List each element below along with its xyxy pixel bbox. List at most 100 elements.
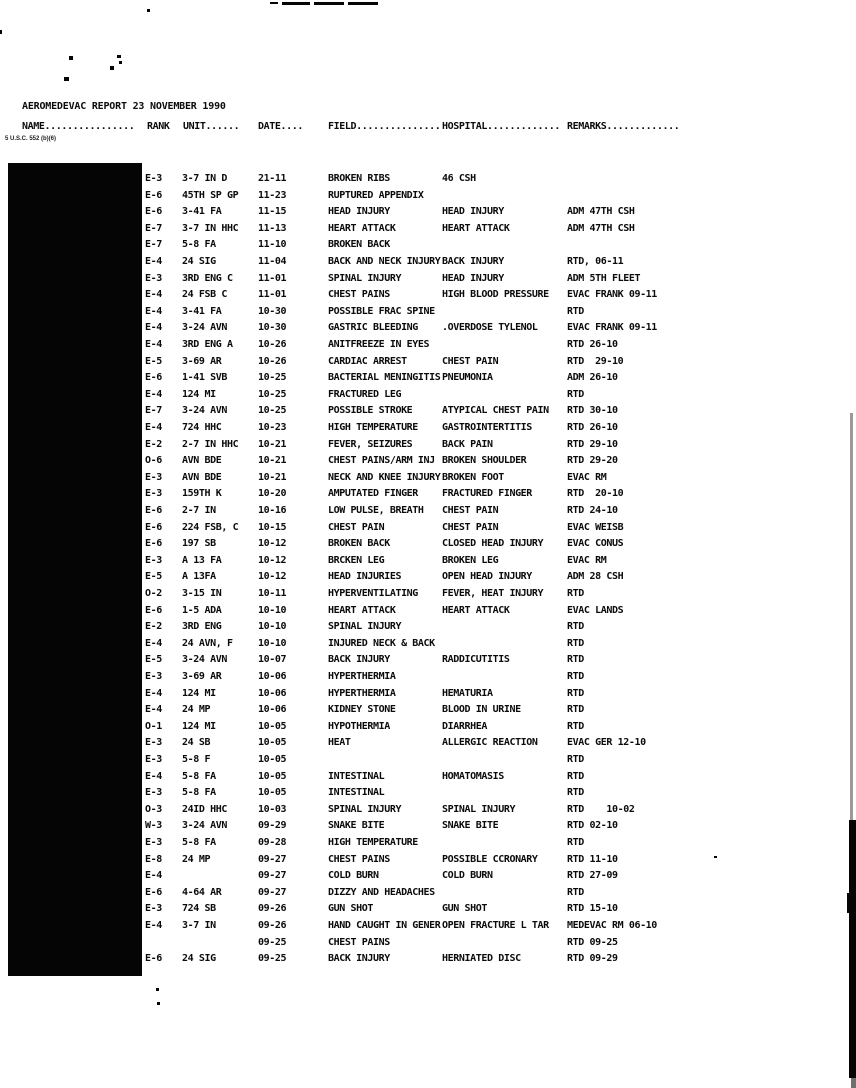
table-row: E-5 A 13FA 10-12 HEAD INJURIES OPEN HEAD… <box>0 571 856 588</box>
cell-hospital: CLOSED HEAD INJURY <box>442 538 544 550</box>
column-header-field: FIELD............... <box>328 121 441 132</box>
cell-remarks: EVAC RM <box>567 471 607 483</box>
cell-rank: E-6 <box>145 953 162 965</box>
cell-remarks: RTD 15-10 <box>567 903 618 915</box>
cell-hospital: FRACTURED FINGER <box>442 488 532 500</box>
cell-remarks: RTD 10-02 <box>567 803 635 815</box>
cell-hospital: BROKEN LEG <box>442 554 499 566</box>
cell-rank: E-4 <box>145 289 162 301</box>
cell-date: 10-10 <box>258 604 287 616</box>
table-row: E-6 1-5 ADA 10-10 HEART ATTACK HEART ATT… <box>0 605 856 622</box>
cell-hospital: CHEST PAIN <box>442 505 499 516</box>
cell-rank: E-3 <box>145 471 162 483</box>
cell-rank: E-3 <box>145 554 162 566</box>
cell-field: COLD BURN <box>328 870 379 882</box>
cell-field: SPINAL INJURY <box>328 621 402 633</box>
table-row: E-4 124 MI 10-06 HYPERTHERMIA HEMATURIA … <box>0 688 856 705</box>
cell-field: HEART ATTACK <box>328 604 396 616</box>
cell-hospital: BLOOD IN URINE <box>442 704 521 716</box>
cell-rank: E-4 <box>145 770 162 782</box>
scan-edge-mark <box>849 820 856 1078</box>
cell-rank: E-7 <box>145 239 162 251</box>
cell-remarks: EVAC FRANK 09-11 <box>567 289 657 301</box>
cell-rank: W-3 <box>145 820 162 832</box>
cell-unit: 3-7 IN <box>182 920 216 931</box>
cell-remarks: RTD <box>567 770 584 782</box>
table-row: O-6 AVN BDE 10-21 CHEST PAINS/ARM INJ BR… <box>0 455 856 472</box>
cell-field: HAND CAUGHT IN GENER <box>328 920 441 931</box>
cell-rank: E-4 <box>145 256 162 267</box>
cell-field: SPINAL INJURY <box>328 803 402 815</box>
cell-remarks: EVAC GER 12-10 <box>567 737 646 749</box>
cell-unit: 3-24 AVN <box>182 654 227 666</box>
cell-hospital: RADDICUTITIS <box>442 654 510 666</box>
table-row: E-4 24 SIG 11-04 BACK AND NECK INJURY BA… <box>0 256 856 273</box>
table-row: E-6 2-7 IN 10-16 LOW PULSE, BREATH CHEST… <box>0 505 856 522</box>
cell-date: 10-10 <box>258 621 287 633</box>
scan-artifact-dot <box>147 9 150 12</box>
cell-date: 10-21 <box>258 471 287 483</box>
cell-unit: 159TH K <box>182 488 222 500</box>
cell-rank: E-4 <box>145 339 162 350</box>
cell-rank: E-6 <box>145 521 162 533</box>
table-row: E-6 224 FSB, C 10-15 CHEST PAIN CHEST PA… <box>0 522 856 539</box>
scan-artifact-dash <box>270 2 278 4</box>
table-row: E-3 724 SB 09-26 GUN SHOT GUN SHOT RTD 1… <box>0 903 856 920</box>
table-row: E-3 3-7 IN D 21-11 BROKEN RIBS 46 CSH <box>0 173 856 190</box>
cell-rank: E-4 <box>145 704 162 716</box>
cell-hospital: GUN SHOT <box>442 903 487 915</box>
cell-remarks: EVAC LANDS <box>567 604 624 616</box>
cell-hospital: PNEUMONIA <box>442 372 493 384</box>
table-row: E-4 24 MP 10-06 KIDNEY STONE BLOOD IN UR… <box>0 704 856 721</box>
cell-hospital: OPEN FRACTURE L TAR <box>442 920 549 931</box>
cell-field: CARDIAC ARREST <box>328 355 407 367</box>
cell-field: INTESTINAL <box>328 787 385 799</box>
cell-unit: 124 MI <box>182 687 216 699</box>
cell-remarks: RTD <box>567 720 584 732</box>
cell-rank: E-2 <box>145 621 162 633</box>
cell-rank: O-1 <box>145 720 162 732</box>
cell-field: HYPOTHERMIA <box>328 720 390 732</box>
cell-date: 10-06 <box>258 671 287 682</box>
column-header-row: NAME................ RANK UNIT...... DAT… <box>0 121 856 135</box>
table-row: E-2 3RD ENG 10-10 SPINAL INJURY RTD <box>0 621 856 638</box>
cell-date: 11-01 <box>258 272 287 284</box>
report-title: AEROMEDEVAC REPORT 23 NOVEMBER 1990 <box>22 101 226 112</box>
cell-rank: E-4 <box>145 388 162 400</box>
table-row: E-4 3-24 AVN 10-30 GASTRIC BLEEDING .OVE… <box>0 322 856 339</box>
cell-hospital: SPINAL INJURY <box>442 803 516 815</box>
cell-unit: 24 MP <box>182 853 211 865</box>
cell-field: HEART ATTACK <box>328 222 396 234</box>
table-row: E-6 24 SIG 09-25 BACK INJURY HERNIATED D… <box>0 953 856 970</box>
cell-field: ANITFREEZE IN EYES <box>328 339 430 350</box>
cell-hospital: BROKEN SHOULDER <box>442 455 527 467</box>
cell-unit: 24 AVN, F <box>182 637 233 649</box>
cell-field: HIGH TEMPERATURE <box>328 422 418 433</box>
table-row: E-4 24 AVN, F 10-10 INJURED NECK & BACK … <box>0 638 856 655</box>
cell-field: BACK AND NECK INJURY <box>328 256 441 267</box>
cell-date: 10-12 <box>258 571 287 583</box>
cell-remarks: RTD <box>567 704 584 716</box>
cell-date: 10-06 <box>258 687 287 699</box>
cell-hospital: HEART ATTACK <box>442 604 510 616</box>
cell-date: 09-27 <box>258 853 287 865</box>
cell-remarks: RTD <box>567 388 584 400</box>
cell-unit: AVN BDE <box>182 455 222 467</box>
cell-date: 09-28 <box>258 837 287 848</box>
scan-edge-mark <box>850 413 853 823</box>
cell-unit: 24 SIG <box>182 256 216 267</box>
cell-hospital: HEMATURIA <box>442 687 493 699</box>
cell-unit: 3-24 AVN <box>182 405 227 417</box>
cell-rank: E-7 <box>145 405 162 417</box>
cell-unit: 24ID HHC <box>182 803 227 815</box>
cell-remarks: ADM 28 CSH <box>567 571 624 583</box>
cell-hospital: CHEST PAIN <box>442 521 499 533</box>
cell-remarks: RTD 30-10 <box>567 405 618 417</box>
column-header-name: NAME................ <box>22 121 135 132</box>
cell-date: 10-12 <box>258 554 287 566</box>
cell-field: BACK INJURY <box>328 654 390 666</box>
column-header-unit: UNIT...... <box>183 121 240 132</box>
cell-field: HYPERTHERMIA <box>328 671 396 682</box>
table-row: E-3 24 SB 10-05 HEAT ALLERGIC REACTION E… <box>0 737 856 754</box>
scan-artifact-dash <box>314 2 344 5</box>
